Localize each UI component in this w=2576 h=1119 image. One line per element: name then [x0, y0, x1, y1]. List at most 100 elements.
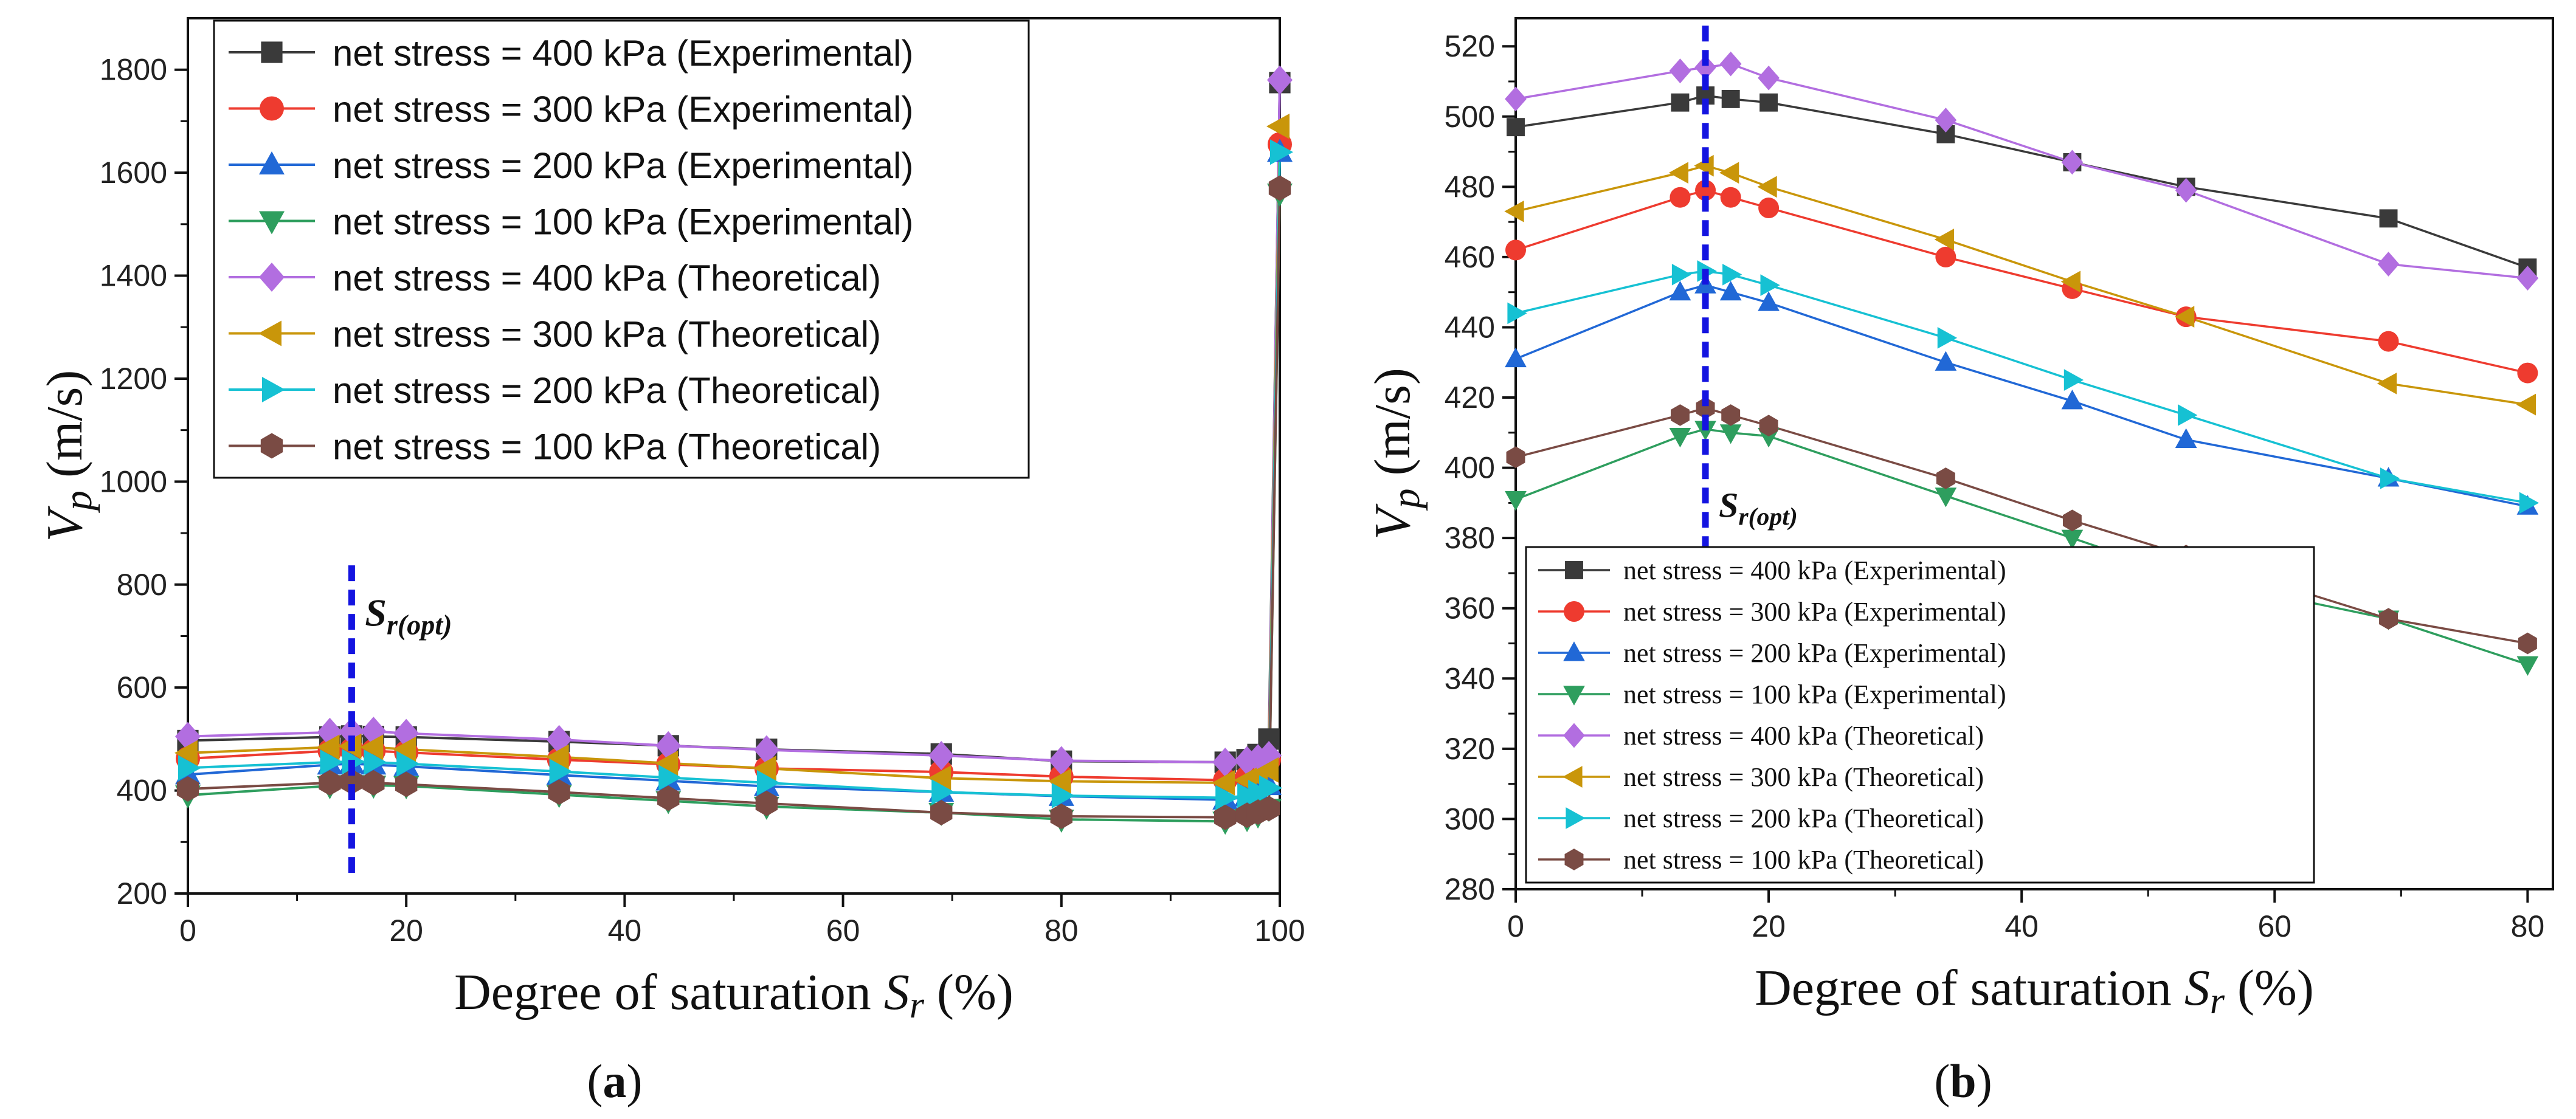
panel-b-series-3-point — [2175, 428, 2197, 448]
panel-b-legend-marker-1 — [1565, 561, 1583, 579]
panel-a-series-6-point — [360, 734, 384, 760]
panel-b-legend-marker-7 — [1566, 807, 1586, 829]
panel-b-series-4-point — [1719, 424, 1742, 444]
panel-b-legend-label-7: net stress = 200 kPa (Theoretical) — [1623, 804, 1984, 833]
panel-a-series-8-point — [319, 770, 341, 796]
panel-a-series-8-point — [755, 790, 778, 816]
panel-b-series-line-1 — [1515, 94, 2528, 269]
panel-a-series-5-point — [753, 735, 779, 765]
panel-a-y-tick-label: 1200 — [100, 362, 167, 396]
panel-b-series-5-point — [1669, 58, 1691, 84]
panel-b-series-4-point — [2516, 656, 2539, 676]
panel-b-series-5-point — [1758, 65, 1780, 91]
panel-a-series-7-point — [931, 779, 955, 805]
panel-b-y-axis-title: Vp (m/s) — [1364, 368, 1428, 540]
panel-b-series-7-point — [1671, 263, 1692, 286]
panel-b-series-8-point — [1506, 446, 1525, 469]
panel-a-legend-label-5: net stress = 400 kPa (Theoretical) — [333, 258, 881, 298]
panel-a-y-tick-label: 600 — [117, 670, 167, 704]
panel-b-series-7-point — [1722, 263, 1742, 286]
panel-b-series-3-point — [1669, 281, 1691, 301]
panel-b-series-6-point — [1757, 176, 1777, 198]
panel-b-series-6-point — [2060, 270, 2081, 293]
panel-b-series-2-point — [1720, 187, 1741, 208]
panel-a-legend-marker-8 — [260, 433, 283, 459]
panel-b-y-tick-label: 280 — [1445, 872, 1495, 906]
panel-b-series-5-point — [2175, 177, 2197, 203]
panel-b-series-line-5 — [1515, 63, 2528, 280]
panel-a-series-8-point — [362, 770, 385, 796]
panel-b-series-line-2 — [1515, 189, 2528, 374]
panel-b-x-tick-label: 40 — [2005, 909, 2039, 943]
panel-b-legend-label-2: net stress = 300 kPa (Experimental) — [1623, 597, 2006, 627]
panel-b-y-tick-label: 420 — [1445, 380, 1495, 415]
panel-b-series-1-point — [1507, 118, 1525, 137]
panel-b-series-1-point — [1759, 93, 1778, 112]
panel-b-series-line-6 — [1515, 164, 2528, 406]
panel-b-x-axis-title: Degree of saturation Sr (%) — [1755, 960, 2314, 1022]
panel-b-legend-marker-4 — [1563, 686, 1585, 706]
panel-a-legend-marker-2 — [260, 96, 284, 121]
panel-a-series-7-point — [549, 759, 573, 785]
panel-b-legend-marker-3 — [1563, 641, 1585, 661]
panel-a-series-6-point — [928, 765, 951, 791]
panel-a-y-axis-title: Vp (m/s) — [36, 370, 100, 542]
panel-a-series-7-point — [1259, 775, 1283, 801]
panel-a-legend-label-4: net stress = 100 kPa (Experimental) — [333, 202, 913, 243]
panel-a-series-6-point — [1255, 757, 1279, 783]
panel-b-y-tick-label: 520 — [1445, 29, 1495, 63]
panel-a-y-tick-label: 1400 — [100, 259, 167, 293]
panel-a-legend-marker-4 — [259, 211, 285, 235]
panel-a-x-tick-label: 20 — [389, 914, 423, 948]
panel-a-series-7-point — [658, 765, 682, 791]
panel-b-series-4-point — [1694, 421, 1716, 441]
panel-a-x-tick-label: 100 — [1254, 914, 1305, 948]
panel-b-y-tick-label: 360 — [1445, 591, 1495, 625]
panel-a-legend-label-8: net stress = 100 kPa (Theoretical) — [333, 427, 881, 467]
panel-b-y-tick-label: 440 — [1445, 310, 1495, 344]
panel-a-series-7-point — [756, 770, 780, 796]
panel-a-series-6-point — [1212, 770, 1235, 796]
panel-b-series-1-point — [2379, 209, 2398, 228]
panel-b-series-6-point — [1934, 229, 1954, 250]
panel-a-series-6-point — [655, 750, 679, 776]
panel-a-series-5-point — [1048, 746, 1074, 776]
panel-a-series-8-point — [176, 776, 199, 802]
panel-a-y-tick-label: 1000 — [100, 464, 167, 498]
panel-a-series-5-point — [1212, 748, 1238, 777]
panel-b-legend-label-4: net stress = 100 kPa (Experimental) — [1623, 680, 2006, 709]
panel-a-legend-label-7: net stress = 200 kPa (Theoretical) — [333, 370, 881, 411]
panel-b-series-5-point — [1505, 86, 1527, 112]
panel-a-x-axis-title: Degree of saturation Sr (%) — [454, 964, 1013, 1026]
panel-a-series-8-point — [657, 785, 680, 811]
panel-b-series-2-point — [2517, 362, 2538, 384]
panel-b-series-5-point — [1719, 51, 1742, 77]
panel-a-label: (a) — [587, 1055, 643, 1107]
panel-a-series-8-point — [548, 779, 570, 805]
panel-b-series-5-point — [2061, 150, 2084, 175]
panel-b-series-2-point — [1695, 180, 1716, 201]
panel-a-y-tick-label: 1800 — [100, 53, 167, 87]
panel-a-y-tick-label: 800 — [117, 568, 167, 602]
panel-a-chart: 0 20 40 60 80 100 200 400 600 800 1000 1200 1400 1600… — [36, 17, 1305, 1026]
panel-b-series-4-point — [1505, 491, 1527, 511]
panel-a-series-8-point — [1257, 796, 1280, 822]
panel-b-y-tick-label: 320 — [1445, 732, 1495, 766]
panel-b-series-4-point — [1669, 428, 1691, 448]
panel-a-legend-label-3: net stress = 200 kPa (Experimental) — [333, 145, 913, 186]
panel-b-label: (b) — [1934, 1055, 1992, 1107]
panel-b-series-7-point — [1937, 326, 1958, 349]
panel-b-series-4-point — [1935, 487, 1957, 508]
panel-b-legend-marker-6 — [1563, 766, 1583, 788]
panel-b-legend — [1525, 546, 2315, 884]
panel-b-legend-marker-8 — [1564, 849, 1584, 870]
panel-a-series-6-point — [174, 740, 198, 766]
panel-a-legend-marker-1 — [261, 41, 283, 63]
panel-a-x-tick-label: 40 — [608, 914, 642, 948]
panel-a-series-6-point — [1266, 113, 1290, 139]
panel-b-series-8-point — [2062, 509, 2082, 532]
panel-b-series-6-point — [2377, 373, 2397, 394]
panel-a-series-7-point — [178, 755, 201, 781]
panel-a-series-8-point — [340, 769, 363, 795]
